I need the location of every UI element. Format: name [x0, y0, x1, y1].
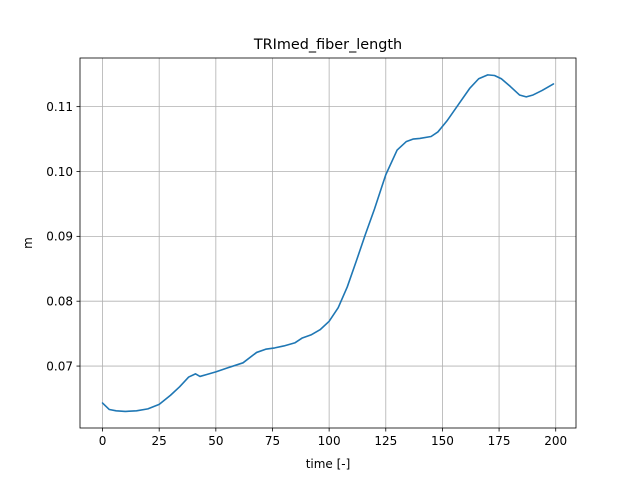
- series-layer: [101, 74, 555, 413]
- x-tick-label: 25: [152, 434, 167, 448]
- tick-layer: 0 25 50 75 100 125 150 175 200 0.07 0.08 0.09 0.10 0.…: [46, 100, 567, 448]
- series-line: [101, 74, 555, 413]
- x-tick-label: 125: [374, 434, 397, 448]
- x-tick-label: 0: [99, 434, 107, 448]
- y-tick-label: 0.08: [46, 295, 73, 309]
- y-tick-label: 0.11: [46, 100, 73, 114]
- x-tick-label: 100: [318, 434, 341, 448]
- x-tick-label: 175: [488, 434, 511, 448]
- grid-layer: [80, 58, 576, 428]
- y-tick-label: 0.10: [46, 165, 73, 179]
- x-tick-label: 75: [265, 434, 280, 448]
- chart-title: TRImed_fiber_length: [253, 37, 402, 53]
- y-tick-label: 0.07: [46, 359, 73, 373]
- x-tick-label: 150: [431, 434, 454, 448]
- x-tick-label: 200: [544, 434, 567, 448]
- y-axis-label: m: [21, 237, 35, 249]
- x-tick-label: 50: [208, 434, 223, 448]
- plot-frame: [79, 57, 577, 429]
- y-tick-label: 0.09: [46, 230, 73, 244]
- x-axis-label: time [-]: [306, 457, 351, 471]
